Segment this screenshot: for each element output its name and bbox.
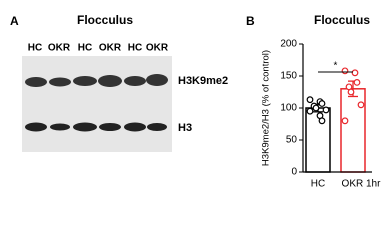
lane-label: OKR [146,43,169,54]
panel-letter: B [246,14,255,28]
chart-title: Flocculus [314,13,370,27]
lane-label: OKR [48,43,71,54]
data-point [318,100,326,107]
band-label: H3K9me2 [178,75,228,87]
data-point [351,69,359,77]
figure: A Flocculus H3K9me2 H3 B Flocculus H3K9m… [10,13,382,190]
data-point [306,107,314,115]
lane-label: HC [128,43,142,54]
data-point [347,88,355,96]
data-point [322,106,330,114]
significance-label: * [334,61,338,72]
data-point [306,96,314,104]
band-row [25,74,168,87]
blot [22,56,172,152]
y-tick-label: 0 [291,167,297,178]
lane-label: HC [28,43,42,54]
data-point [357,101,365,109]
data-point [353,78,361,86]
data-point [318,117,326,125]
y-tick-label: 200 [280,39,297,50]
panel-letter: A [10,14,19,28]
y-tick-label: 50 [286,135,298,146]
x-tick-label: OKR 1hr [342,179,382,190]
bar [340,88,366,173]
data-point [341,117,349,125]
blot-background [22,56,172,152]
band-label: H3 [178,122,192,134]
panel-title: Flocculus [77,13,133,27]
y-tick-label: 150 [280,71,297,82]
x-tick-label: HC [311,179,325,190]
band-row [25,122,167,132]
y-tick-label: 100 [280,103,297,114]
data-point [341,67,349,75]
lane-label: OKR [99,43,122,54]
lane-label: HC [78,43,92,54]
data-point [312,104,320,112]
y-axis-label: H3K9me2/H3 (% of control) [261,50,272,166]
